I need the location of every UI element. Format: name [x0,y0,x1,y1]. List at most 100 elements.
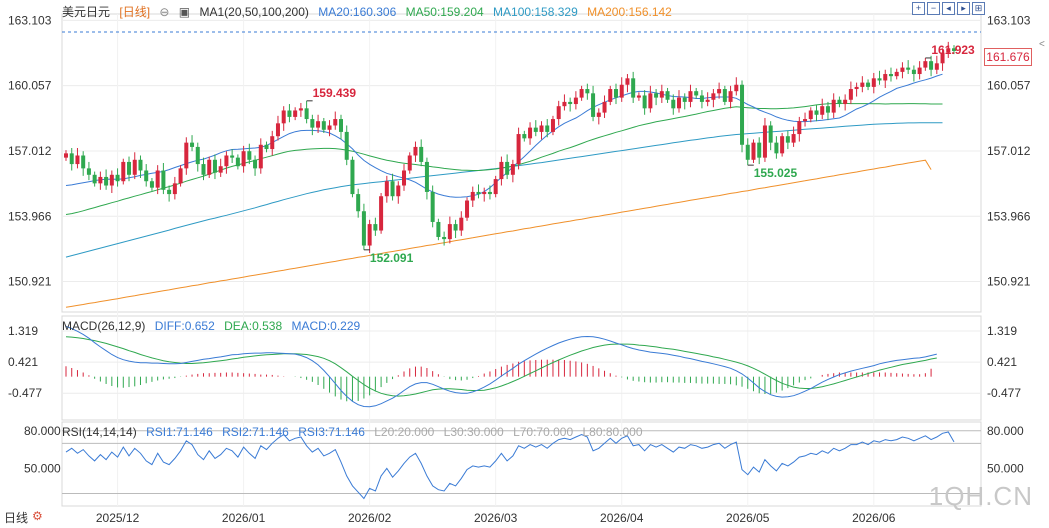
candle-body [384,181,389,197]
candle-body [510,164,515,175]
candle-body [550,119,555,132]
candle-body [906,67,911,70]
rsi-label[interactable]: RSI(14,14,14) [62,425,137,439]
candle-body [184,142,189,169]
candle-body [321,121,326,130]
period-tab-label: 日线 [4,511,29,525]
candle-body [745,144,750,160]
macd-label[interactable]: MACD(26,12,9) [62,319,146,333]
candle-body [270,136,275,150]
candle-body [407,155,412,171]
candle-body [762,125,767,158]
candle-body [453,224,458,231]
low-annotation: 155.025 [754,166,798,180]
candle-body [258,144,263,169]
candle-body [636,95,641,98]
main-y-tick-right: 157.012 [987,144,1031,158]
candle-body [390,181,395,197]
candle-body [843,99,848,105]
scroll-right-icon[interactable]: ▸ [957,2,970,15]
candle-body [848,89,853,100]
candle-body [505,161,510,175]
dea-line [65,336,937,397]
rsi-y-tick-left: 80.000 [24,424,61,438]
candle-body [825,106,830,113]
rsi-y-tick-left: 50.000 [24,461,61,475]
candle-body [791,134,796,143]
candle-body [81,155,86,169]
candle-body [230,155,235,158]
candle-body [167,189,172,195]
chart-toolbar: + − ◂ ▸ ⊞ [912,2,985,15]
period-tab[interactable]: 日线 ⚙ [4,509,43,526]
candle-body [465,200,470,218]
rsi-y-tick-right: 50.000 [987,461,1024,475]
expand-arrow-icon[interactable]: < [1039,39,1045,50]
candle-body [75,155,80,165]
ma-label[interactable]: MA1(20,50,100,200) [199,5,309,19]
candle-body [642,95,647,109]
main-y-tick-left: 157.012 [8,144,52,158]
macd-y-tick-left: -0.477 [8,386,42,400]
ma-toggle-icon[interactable]: ▣ [178,5,191,19]
candle-body [86,168,91,175]
candle-body [430,191,435,222]
candle-body [871,78,876,87]
candle-body [619,84,624,98]
candle-body [367,224,372,246]
candle-body [402,170,407,186]
candle-body [528,127,533,139]
candle-body [373,224,378,231]
candle-body [625,78,630,85]
x-tick-label: 2026/02 [348,511,392,525]
candle-body [780,136,785,154]
candle-body [568,101,573,105]
candle-body [161,170,166,190]
dea-value: DEA:0.538 [224,319,283,333]
candle-body [482,191,487,195]
l70-value: L70:70.000 [513,425,574,439]
scroll-left-icon[interactable]: ◂ [942,2,955,15]
rsi-line [65,431,955,500]
candle-body [224,155,229,167]
candle-body [934,63,939,70]
rsi2-value: RSI2:71.146 [222,425,289,439]
ma-settings-icon[interactable]: ⊖ [159,5,170,19]
candle-body [344,131,349,160]
zoom-out-icon[interactable]: − [927,2,940,15]
candle-body [281,110,286,124]
candle-body [539,125,544,132]
candle-body [207,159,212,175]
macd-y-tick-right: 1.319 [987,324,1017,338]
candle-body [155,170,160,188]
candle-body [608,89,613,102]
ma100-value: MA100:158.329 [493,5,578,19]
candle-body [338,119,343,132]
reset-view-icon[interactable]: ⊞ [972,2,985,15]
candle-body [178,168,183,184]
candle-body [218,166,223,173]
candle-body [419,146,424,162]
candle-body [722,89,727,102]
candle-body [127,161,132,175]
candle-body [768,125,773,143]
high-annotation: 161.923 [931,43,975,57]
candle-body [333,119,338,126]
x-tick-label: 2026/04 [600,511,644,525]
candle-body [711,93,716,100]
l30-value: L30:30.000 [443,425,504,439]
x-tick-label: 2026/05 [726,511,770,525]
ma200-line [65,159,932,308]
candle-body [894,71,899,77]
main-y-tick-left: 150.921 [8,275,52,289]
period-label[interactable]: [日线] [119,5,151,19]
candle-body [516,134,521,165]
candle-body [602,101,607,113]
settings-icon[interactable]: ⚙ [32,509,43,523]
candle-body [814,110,819,115]
main-y-tick-left: 160.057 [8,79,52,93]
main-panel-frame [61,13,982,313]
candle-body [396,185,401,197]
main-y-tick-right: 163.103 [987,13,1031,27]
zoom-in-icon[interactable]: + [912,2,925,15]
